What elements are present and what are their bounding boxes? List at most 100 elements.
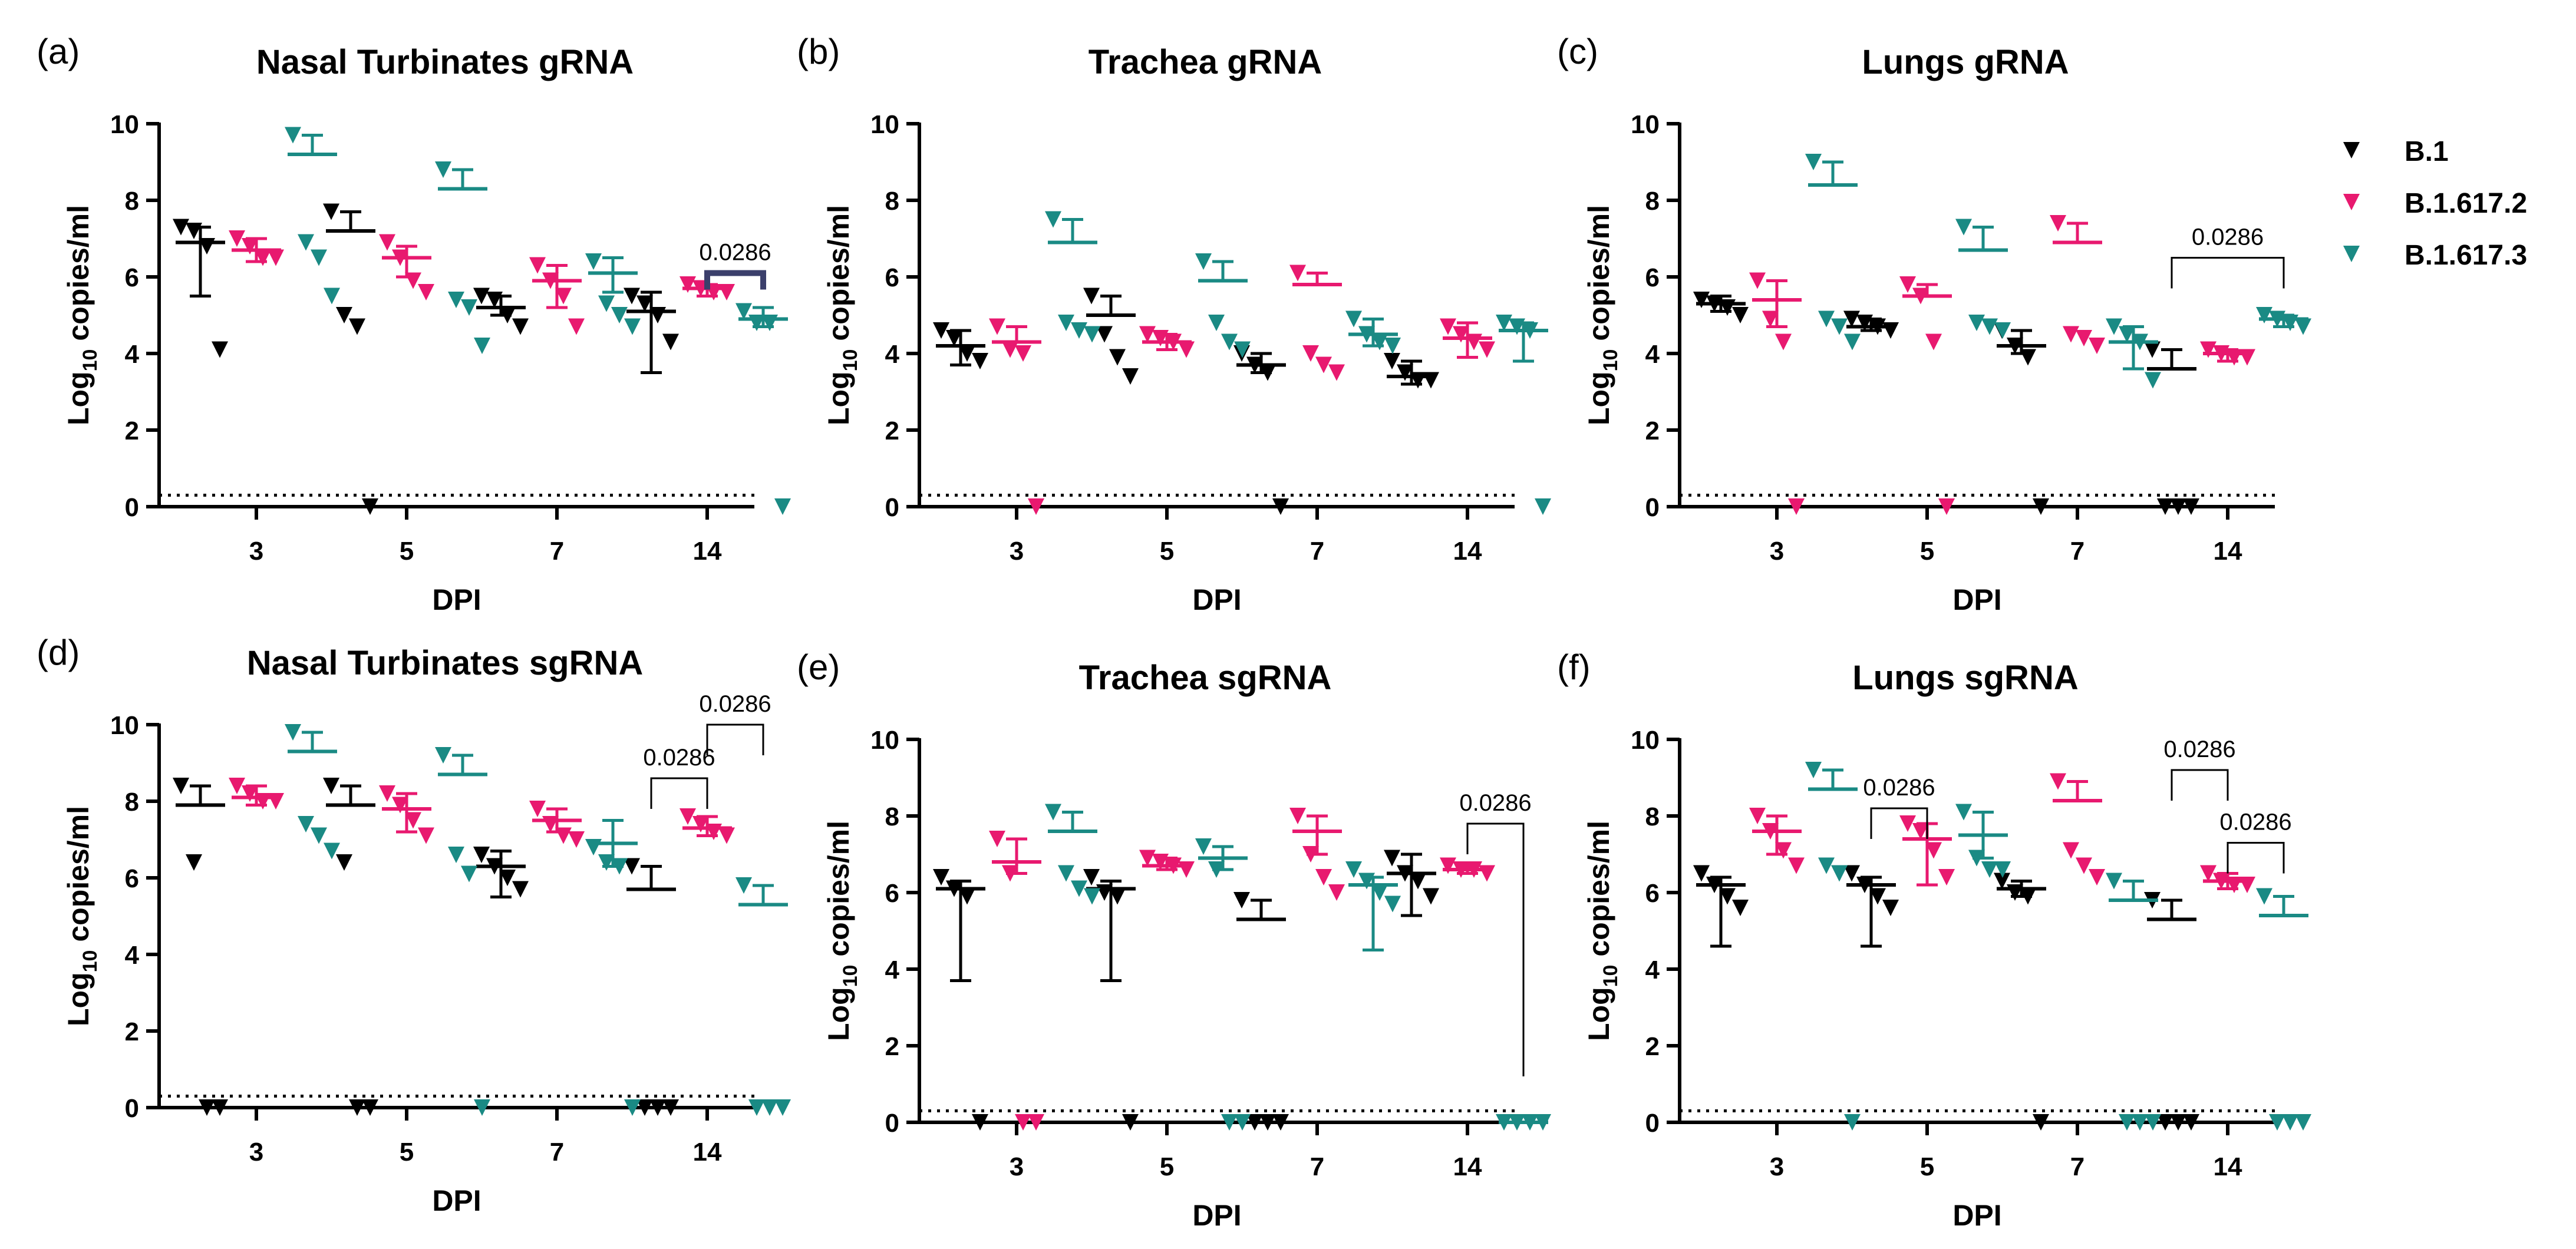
legend-marker: [2343, 246, 2360, 262]
data-point: [1843, 310, 1860, 328]
x-tick-label: 14: [2214, 537, 2242, 566]
data-point: [474, 338, 490, 354]
y-tick-label: 0: [1645, 1109, 1660, 1138]
significance-bracket: [1870, 807, 1928, 839]
data-point: [761, 1099, 778, 1116]
data-point: [1856, 877, 1873, 893]
data-point: [1479, 865, 1495, 882]
data-point: [1096, 884, 1113, 901]
data-point: [972, 1114, 988, 1131]
data-point: [461, 865, 477, 883]
x-tick-label: 14: [2214, 1152, 2242, 1181]
data-point: [636, 1099, 653, 1116]
data-point: [2050, 215, 2066, 232]
data-point: [1152, 330, 1169, 346]
y-axis-label: Log10 copies/ml: [62, 205, 101, 425]
data-point: [1165, 857, 1182, 874]
data-point: [1440, 857, 1456, 874]
data-point: [186, 854, 202, 871]
data-point: [1002, 341, 1018, 358]
data-point: [705, 824, 722, 840]
data-point: [405, 812, 421, 829]
data-point: [748, 315, 765, 331]
data-point: [379, 234, 395, 251]
data-point: [448, 847, 464, 863]
data-point: [1981, 861, 1998, 878]
data-point: [662, 1099, 679, 1116]
data-point: [718, 827, 735, 844]
y-tick-label: 4: [885, 340, 900, 369]
data-point: [199, 238, 215, 255]
data-point: [1706, 877, 1723, 893]
p-value-label: 0.0286: [2163, 736, 2235, 762]
data-point: [989, 318, 1005, 335]
data-point: [598, 854, 615, 871]
data-point: [1749, 808, 1766, 824]
data-point: [2132, 1114, 2148, 1131]
data-point: [1315, 356, 1332, 374]
data-point: [2106, 318, 2122, 335]
data-point: [636, 295, 653, 312]
chart-title: Lungs sgRNA: [1852, 659, 2078, 697]
data-point: [568, 318, 585, 335]
data-point: [2106, 873, 2122, 890]
data-point: [1831, 318, 1848, 335]
data-point: [2119, 326, 2135, 343]
y-tick-label: 4: [885, 956, 900, 984]
data-point: [568, 831, 585, 848]
x-axis-label: DPI: [1192, 583, 1241, 616]
data-point: [1221, 333, 1238, 351]
data-point: [1693, 865, 1710, 882]
data-point: [1259, 1114, 1276, 1131]
data-point: [2239, 877, 2255, 893]
data-point: [2020, 888, 2036, 905]
x-axis-label: DPI: [1952, 583, 2001, 616]
data-point: [2295, 1114, 2311, 1131]
y-tick-label: 8: [885, 802, 899, 831]
chart-title: Nasal Turbinates gRNA: [256, 43, 634, 81]
y-tick-label: 2: [885, 417, 899, 445]
data-point: [435, 161, 451, 178]
data-point: [379, 785, 395, 802]
data-point: [1509, 1114, 1525, 1131]
data-point: [1844, 333, 1861, 351]
data-point: [1994, 322, 2011, 339]
x-tick-label: 7: [1310, 537, 1324, 566]
data-point: [1732, 900, 1749, 916]
data-point: [473, 847, 490, 863]
data-point: [362, 498, 378, 515]
data-point: [946, 330, 962, 346]
data-point: [1358, 873, 1375, 890]
data-point: [2076, 330, 2092, 346]
data-point: [1912, 288, 1929, 305]
data-point: [1071, 322, 1087, 339]
data-point: [1994, 873, 2010, 890]
data-point: [499, 870, 516, 886]
y-tick-label: 0: [885, 493, 899, 522]
data-point: [1384, 850, 1400, 867]
data-point: [1522, 322, 1538, 339]
data-point: [1869, 318, 1886, 335]
data-point: [1384, 896, 1401, 913]
data-point: [1818, 857, 1835, 874]
data-point: [585, 839, 602, 855]
y-tick-label: 6: [125, 864, 139, 893]
panel-letter: (a): [37, 32, 80, 71]
data-point: [1084, 888, 1100, 905]
data-point: [461, 299, 477, 316]
data-point: [2200, 865, 2217, 882]
data-point: [1246, 1114, 1263, 1131]
data-point: [542, 816, 559, 832]
data-point: [1938, 498, 1955, 515]
y-tick-label: 6: [885, 263, 899, 292]
data-point: [1535, 1114, 1551, 1131]
panel-letter: (e): [797, 647, 840, 687]
data-point: [1122, 368, 1139, 385]
data-point: [1221, 1114, 1238, 1131]
data-point: [336, 307, 352, 323]
data-point: [748, 1099, 765, 1116]
data-point: [959, 345, 975, 362]
data-point: [2119, 1114, 2135, 1131]
data-point: [1788, 498, 1805, 515]
data-point: [2063, 326, 2079, 343]
